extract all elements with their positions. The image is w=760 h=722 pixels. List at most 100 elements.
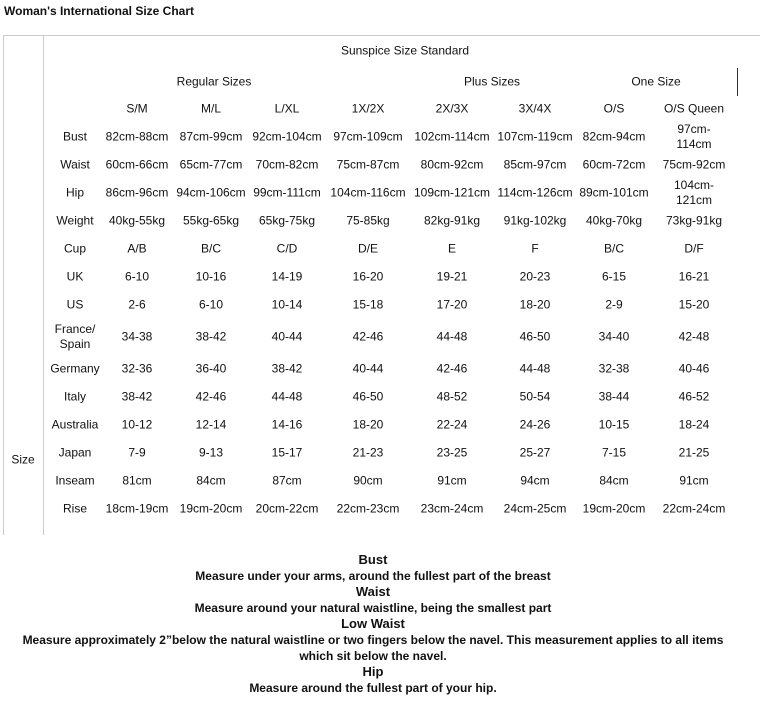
cell: 50-54 [519, 389, 551, 404]
row-label: Bust [62, 129, 88, 144]
cell: 22cm-23cm [336, 501, 400, 516]
cell: 19cm-20cm [179, 501, 243, 516]
cell: 104cm-116cm [330, 185, 406, 200]
cell: 20cm-22cm [255, 501, 319, 516]
cell: 36-40 [195, 361, 227, 376]
row-label: France/ Spain [54, 322, 96, 351]
cell: 46-52 [678, 389, 710, 404]
stub-divider [43, 35, 44, 535]
cell: 18-24 [678, 417, 710, 432]
cell: 97cm-109cm [333, 129, 403, 144]
size-header: S/M [126, 101, 148, 116]
row-label: Japan [58, 445, 92, 460]
cell: 16-20 [352, 269, 384, 284]
cell: 70cm-82cm [255, 157, 319, 172]
note-text: Measure around your natural waistline, b… [194, 601, 552, 615]
cell: 55kg-65kg [182, 213, 240, 228]
note-text: Measure around the fullest part of your … [249, 681, 497, 695]
cell: 82cm-88cm [105, 129, 169, 144]
group-divider [737, 68, 738, 96]
cell: 40kg-70kg [585, 213, 643, 228]
cell: 24-26 [519, 417, 551, 432]
cell: A/B [127, 241, 147, 256]
cell: 91cm [437, 473, 467, 488]
cell: 60cm-72cm [582, 157, 646, 172]
cell: 80cm-92cm [420, 157, 484, 172]
cell: 44-48 [436, 329, 468, 344]
row-label: Italy [63, 389, 87, 404]
cell: 86cm-96cm [105, 185, 169, 200]
cell: 91kg-102kg [503, 213, 567, 228]
row-label: Waist [60, 157, 90, 172]
cell: 84cm [196, 473, 226, 488]
row-label: US [66, 297, 84, 312]
row-label: Hip [65, 185, 85, 200]
cell: 94cm [520, 473, 550, 488]
cell: F [531, 241, 539, 256]
cell: 75cm-92cm [662, 157, 726, 172]
cell: 2-6 [128, 297, 146, 312]
cell: 65kg-75kg [258, 213, 316, 228]
notes: Bust Measure under your arms, around the … [0, 552, 746, 696]
border-left [3, 35, 4, 535]
cell: 32-38 [598, 361, 630, 376]
cell: 90cm [353, 473, 383, 488]
cell: D/F [684, 241, 704, 256]
note-text: Measure under your arms, around the full… [195, 569, 551, 583]
cell: 9-13 [198, 445, 224, 460]
row-label: Weight [56, 213, 94, 228]
cell: E [447, 241, 457, 256]
cell: 32-36 [121, 361, 153, 376]
row-label: Rise [62, 501, 88, 516]
cell: 46-50 [352, 389, 384, 404]
cell: 15-20 [678, 297, 710, 312]
cell: 42-46 [195, 389, 227, 404]
cell: 18-20 [352, 417, 384, 432]
cell: 10-16 [195, 269, 227, 284]
cell: 10-12 [121, 417, 153, 432]
cell: 23-25 [436, 445, 468, 460]
cell: 19cm-20cm [582, 501, 646, 516]
size-header: M/L [200, 101, 222, 116]
group-header: Regular Sizes [176, 74, 252, 89]
cell: 87cm [272, 473, 302, 488]
cell: 14-16 [271, 417, 303, 432]
cell: 114cm-126cm [497, 185, 573, 200]
caption: Sunspice Size Standard [340, 43, 470, 58]
size-header: 3X/4X [518, 101, 552, 116]
row-label: UK [66, 269, 84, 284]
cell: 40-44 [271, 329, 303, 344]
cell: 22-24 [436, 417, 468, 432]
cell: 34-38 [121, 329, 153, 344]
cell: 6-10 [198, 297, 224, 312]
size-header: 2X/3X [435, 101, 469, 116]
cell: 73kg-91kg [665, 213, 723, 228]
cell: 40kg-55kg [108, 213, 166, 228]
cell: 2-9 [605, 297, 623, 312]
cell: 89cm-101cm [579, 185, 649, 200]
cell: 22cm-24cm [662, 501, 726, 516]
cell: 15-18 [352, 297, 384, 312]
cell: 21-25 [678, 445, 710, 460]
cell: 40-44 [352, 361, 384, 376]
cell: 94cm-106cm [176, 185, 246, 200]
group-header: One Size [631, 74, 681, 89]
cell: 42-46 [352, 329, 384, 344]
size-header: L/XL [274, 101, 300, 116]
cell: 23cm-24cm [420, 501, 484, 516]
cell: D/E [357, 241, 379, 256]
cell: 38-44 [598, 389, 630, 404]
note-term: Low Waist [341, 616, 405, 631]
note-term: Hip [362, 664, 384, 679]
cell: 10-14 [271, 297, 303, 312]
cell: 25-27 [519, 445, 551, 460]
cell: 7-15 [601, 445, 627, 460]
cell: 92cm-104cm [252, 129, 322, 144]
row-label: Inseam [55, 473, 95, 488]
cell: 109cm-121cm [413, 185, 491, 200]
cell: 107cm-119cm [497, 129, 573, 144]
cell: 102cm-114cm [414, 129, 490, 144]
row-label: Cup [63, 241, 87, 256]
cell: 24cm-25cm [503, 501, 567, 516]
cell: 42-48 [678, 329, 710, 344]
